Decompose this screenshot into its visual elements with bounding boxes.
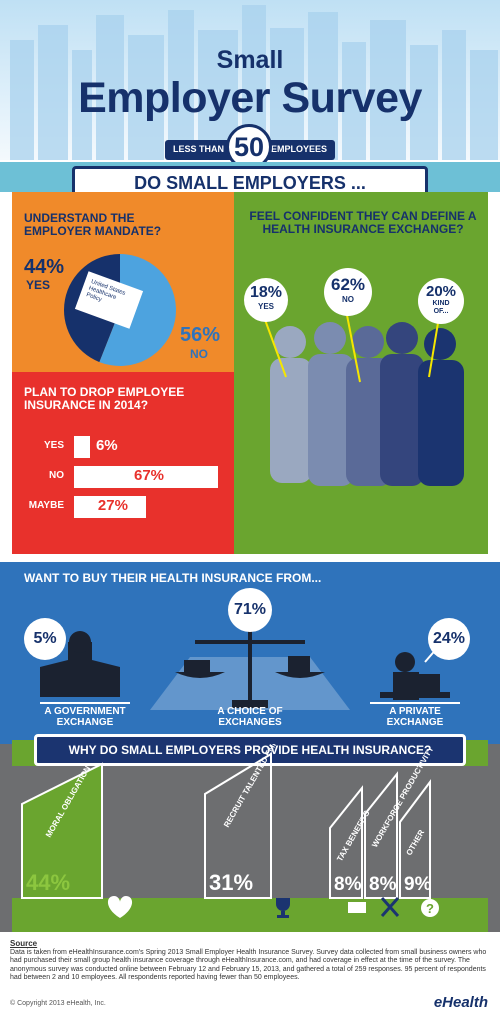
pie-slice-no <box>99 254 176 366</box>
drop-panel <box>12 372 234 554</box>
question-icon-glyph: ? <box>426 901 434 916</box>
why-label-recruit-talented-employees: RECRUIT TALENTED EMPLOYEES <box>222 744 296 829</box>
source-text: Data is taken from eHealthInsurance.com'… <box>10 948 487 982</box>
drop-bar-chart: YES 6% NO 67% MAYBE 27% <box>12 436 234 536</box>
confident-kindof-pct: 20% <box>425 283 457 300</box>
confident-no-label: NO <box>342 295 354 304</box>
buy-illustration <box>40 612 450 710</box>
mandate-yes-label: YES <box>26 278 51 292</box>
mandate-no-pct: 56% <box>180 324 221 346</box>
question-icon <box>421 899 439 917</box>
mandate-no-label: NO <box>190 347 208 361</box>
mandate-yes-pct: 44% <box>24 256 65 278</box>
why-value-recruit-talented-employees: 31% <box>209 870 253 895</box>
drop-question: PLAN TO DROP EMPLOYEE INSURANCE IN 2014? <box>24 385 185 412</box>
book-label: United States Healthcare Policy <box>85 278 127 304</box>
size-prefix: LESS THAN <box>173 144 225 154</box>
why-bar-recruit-talented-employees <box>204 752 272 899</box>
title-line1: Small <box>216 46 284 74</box>
drop-bar-yes <box>74 436 90 458</box>
drop-value-no: 67% <box>134 467 165 484</box>
ehealth-logo: eHealth <box>433 994 488 1011</box>
trophy-icon <box>276 898 290 918</box>
why-value-workforce-productivity: 8% <box>369 874 397 895</box>
buy-question: WANT TO BUY THEIR HEALTH INSURANCE FROM.… <box>24 571 322 585</box>
confident-yes-pct: 18% <box>249 284 283 301</box>
people-silhouettes <box>270 322 464 486</box>
heart-icon <box>107 896 133 918</box>
why-bar-tax-benefits <box>329 785 363 899</box>
drop-label-no: NO <box>49 470 64 481</box>
why-label-tax-benefits: TAX BENEFITS <box>335 808 372 863</box>
copyright: © Copyright 2013 eHealth, Inc. <box>10 1000 106 1007</box>
mandate-question: UNDERSTAND THE EMPLOYER MANDATE? <box>24 211 162 238</box>
why-bar-moral-obligation <box>21 762 103 899</box>
size-suffix: EMPLOYEES <box>270 144 327 154</box>
confident-yes-bubble: 18% YES <box>244 278 288 322</box>
why-value-tax-benefits: 8% <box>334 874 362 895</box>
confident-question: FEEL CONFIDENT THEY CAN DEFINE A HEALTH … <box>249 209 477 236</box>
buy-choice-label: A CHOICE OF EXCHANGES <box>217 706 283 728</box>
drop-label-yes: YES <box>43 440 64 451</box>
drop-label-maybe: MAYBE <box>28 500 64 511</box>
header-background <box>0 0 500 160</box>
confident-no-pct: 62% <box>330 275 366 294</box>
tools-icon <box>380 897 400 917</box>
title-line2: Employer Survey <box>78 74 422 122</box>
money-icon <box>348 902 366 913</box>
buy-government-bubble: 5% <box>24 618 66 660</box>
confident-yes-label: YES <box>257 302 274 311</box>
confident-kindof-bubble: 20% KIND OF... <box>418 278 464 324</box>
why-bar-other <box>399 779 431 899</box>
source-heading: Source <box>10 939 38 948</box>
why-bar-workforce-productivity <box>364 771 398 899</box>
buy-government-label: A GOVERNMENT EXCHANGE <box>40 702 130 728</box>
buy-private-bubble: 24% <box>428 618 470 660</box>
why-question-box: WHY DO SMALL EMPLOYERS PROVIDE HEALTH IN… <box>34 734 466 766</box>
confident-callout-lines <box>263 309 440 383</box>
why-question: WHY DO SMALL EMPLOYERS PROVIDE HEALTH IN… <box>68 743 432 757</box>
confident-no-bubble: 62% NO <box>324 268 372 316</box>
buy-private-label: A PRIVATE EXCHANGE <box>370 702 460 728</box>
drop-bar-maybe <box>74 496 146 518</box>
drop-bar-no <box>74 466 218 488</box>
drop-value-maybe: 27% <box>97 497 128 514</box>
why-value-moral-obligation: 44% <box>26 870 70 895</box>
source-block: Source Data is taken from eHealthInsuran… <box>10 939 490 983</box>
drop-value-yes: 6% <box>95 437 118 454</box>
why-bottom-band <box>12 898 488 932</box>
buy-choice-bubble: 71% <box>228 588 272 632</box>
why-value-other: 9% <box>404 874 432 895</box>
why-label-other: OTHER <box>404 828 426 857</box>
confident-kindof-label: KIND OF... <box>432 300 450 315</box>
